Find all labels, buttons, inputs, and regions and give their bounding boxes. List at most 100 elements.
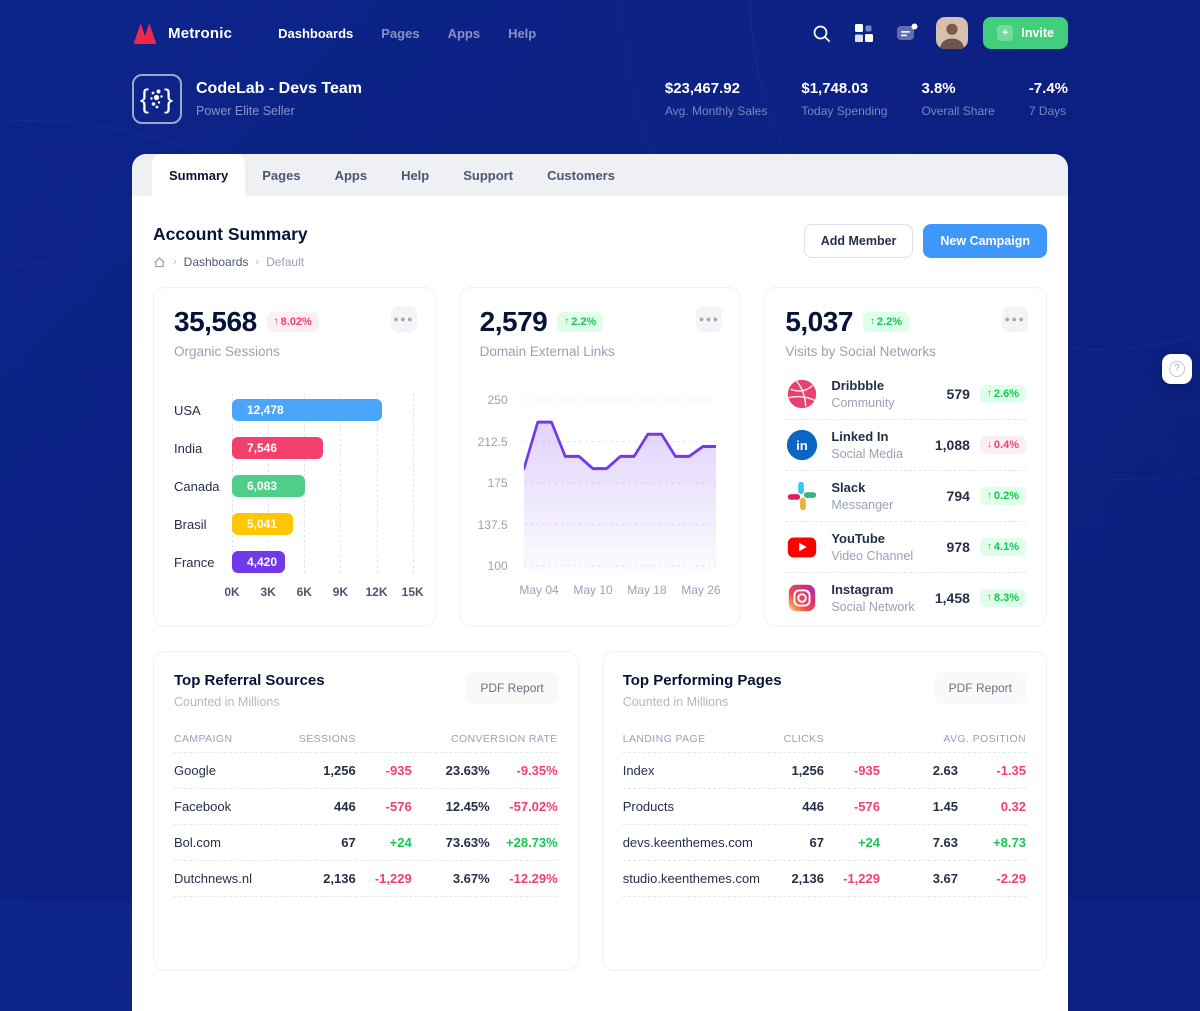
tab-pages[interactable]: Pages (245, 154, 317, 196)
social-item-text: Dribbble Community (831, 378, 894, 410)
cell-value: 1.45 (932, 799, 958, 814)
x-tick: May 04 (519, 583, 559, 597)
page-content: Account Summary › Dashboards › Default A… (132, 196, 1068, 1011)
line-chart-plot (522, 395, 718, 571)
apps-grid-icon (855, 24, 874, 42)
bar-row-france: France 4,420 (174, 551, 415, 573)
performing-pages-card: Top Performing Pages Counted in Millions… (601, 651, 1047, 971)
notifications-button[interactable] (893, 19, 921, 47)
column-header: CAMPAIGN (174, 732, 233, 745)
card-menu-button[interactable]: ●●● (1001, 306, 1028, 332)
card-menu-button[interactable]: ●●● (696, 306, 723, 332)
page-title: Account Summary (153, 224, 308, 244)
social-visits-label: Visits by Social Networks (785, 344, 936, 359)
arrow-up-icon: ↑ (273, 316, 279, 327)
menu-dashboards[interactable]: Dashboards (268, 18, 363, 49)
brand-logo[interactable]: Metronic (132, 21, 232, 45)
organic-sessions-value: 35,568 (174, 306, 257, 337)
menu-pages[interactable]: Pages (371, 18, 429, 49)
x-tick: 6K (296, 585, 312, 599)
stat-today-spending: $1,748.03 Today Spending (801, 80, 888, 118)
svg-text:{: { (140, 84, 149, 114)
performing-pages-table: LANDING PAGE CLICKS AVG. POSITION Index 1,25… (622, 725, 1026, 897)
social-item-value: 1,088 (934, 437, 970, 453)
cell-delta: +28.73% (506, 835, 558, 850)
line-chart-y-axis: 250 212.5 175 137.5 100 (477, 393, 518, 573)
external-links-card: ●●● 2,579 ↑ 2.2% Domain External Links 25… (458, 287, 742, 627)
column-header: LANDING PAGE (622, 732, 706, 745)
cell-name: Index (622, 763, 655, 778)
menu-apps[interactable]: Apps (438, 18, 491, 49)
social-item-youtube: YouTube Video Channel 978 ↑ 4.1% (785, 522, 1026, 573)
cell-value: 73.63% (445, 835, 490, 850)
card-menu-button[interactable]: ●●● (390, 306, 417, 332)
cell-value: 2,136 (323, 871, 356, 886)
x-tick: 12K (365, 585, 388, 599)
social-item-desc: Video Channel (831, 549, 914, 563)
social-visits-value: 5,037 (785, 306, 853, 337)
external-links-label: Domain External Links (479, 344, 615, 359)
help-icon: ? (1169, 361, 1185, 377)
column-header: CONVERSION RATE (450, 732, 558, 745)
main-menu: Dashboards Pages Apps Help (268, 18, 546, 49)
column-header: CLICKS (783, 732, 824, 745)
apps-grid-button[interactable] (850, 19, 878, 47)
invite-label: Invite (1021, 26, 1054, 40)
social-item-instagram: Instagram Social Network 1,458 ↑ 8.3% (785, 573, 1026, 623)
table-row: Products 446 -576 1.45 0.32 (622, 789, 1026, 825)
cell-delta: +24 (389, 835, 412, 850)
search-button[interactable] (807, 19, 835, 47)
bar-category-label: India (174, 440, 203, 456)
table-header-row: CAMPAIGN SESSIONS CONVERSION RATE (174, 725, 558, 753)
cell-value: 23.63% (445, 763, 490, 778)
plus-icon: + (997, 25, 1014, 41)
help-floating-button[interactable]: ? (1162, 354, 1192, 384)
organic-sessions-bar-chart: USA 12,478 India 7,546 Canada 6,083 Brasil 5,04… (174, 393, 424, 599)
y-tick: 250 (487, 393, 508, 407)
social-item-name: Dribbble (831, 378, 885, 393)
invite-button[interactable]: + Invite (983, 17, 1068, 49)
social-networks-list: Dribbble Community 579 ↑ 2.6% in Linked In Soci… (785, 369, 1026, 623)
tab-apps[interactable]: Apps (318, 154, 385, 196)
social-item-name: Slack (831, 480, 866, 495)
cell-value: 446 (802, 799, 824, 814)
home-icon[interactable] (153, 256, 166, 269)
cell-delta: -935 (385, 763, 412, 778)
table-row: devs.keenthemes.com 67 +24 7.63 +8.73 (622, 825, 1026, 861)
instagram-icon (785, 581, 819, 615)
external-links-line-chart: 250 212.5 175 137.5 100 May 04 May 10 May 18 Ma… (477, 393, 721, 597)
social-item-text: Linked In Social Media (831, 429, 903, 461)
search-icon (812, 24, 831, 43)
bar-row-usa: USA 12,478 (174, 399, 415, 421)
social-item-name: Instagram (831, 582, 894, 597)
x-tick: 0K (224, 585, 240, 599)
pdf-report-button[interactable]: PDF Report (934, 672, 1026, 704)
user-avatar[interactable] (936, 17, 969, 49)
cell-value: 67 (341, 835, 356, 850)
bar-category-label: France (174, 554, 215, 570)
bar-category-label: Canada (174, 478, 220, 494)
y-tick: 137.5 (477, 517, 508, 532)
pdf-report-button[interactable]: PDF Report (466, 672, 558, 704)
cell-name: Bol.com (174, 835, 221, 850)
tab-summary[interactable]: Summary (152, 154, 246, 196)
social-item-dribbble: Dribbble Community 579 ↑ 2.6% (785, 369, 1026, 420)
add-member-button[interactable]: Add Member (803, 224, 914, 258)
breadcrumb: › Dashboards › Default (153, 255, 308, 269)
social-item-desc: Social Network (831, 600, 915, 614)
tab-help[interactable]: Help (384, 154, 446, 196)
menu-help[interactable]: Help (498, 18, 546, 49)
bar-category-label: Brasil (174, 516, 207, 532)
cell-delta: -57.02% (509, 799, 558, 814)
tab-customers[interactable]: Customers (530, 154, 632, 196)
team-stats: $23,467.92 Avg. Monthly Sales $1,748.03 … (665, 80, 1068, 118)
tab-support[interactable]: Support (446, 154, 530, 196)
cell-value: 2,136 (791, 871, 824, 886)
arrow-up-icon: ↑ (564, 316, 570, 327)
delta-badge: ↑ 0.2% (979, 487, 1026, 505)
referral-sources-card: Top Referral Sources Counted in Millions… (153, 651, 579, 971)
new-campaign-button[interactable]: New Campaign (923, 224, 1047, 258)
cell-delta: -935 (853, 763, 880, 778)
social-item-value: 978 (946, 539, 970, 555)
breadcrumb-dashboards[interactable]: Dashboards (183, 255, 249, 269)
